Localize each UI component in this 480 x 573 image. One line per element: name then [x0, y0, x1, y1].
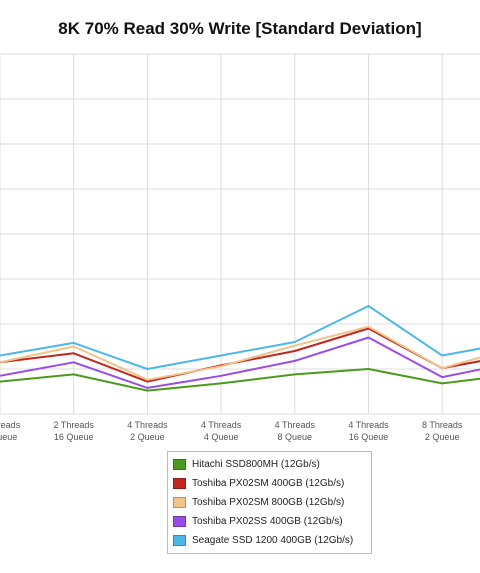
- x-tick-label: 4 Threads: [127, 420, 168, 430]
- legend-label: Toshiba PX02SM 800GB (12Gb/s): [192, 497, 345, 508]
- x-tick-label: 4 Threads: [348, 420, 389, 430]
- x-tick-label: 8 Threads: [422, 420, 463, 430]
- series-line-1: [0, 368, 480, 392]
- legend-swatch: [173, 459, 186, 470]
- legend-item: Seagate SSD 1200 400GB (12Gb/s): [168, 531, 371, 550]
- legend-item: Toshiba PX02SM 400GB (12Gb/s): [168, 474, 371, 493]
- x-tick-label: 2 Threads: [54, 420, 95, 430]
- x-tick-label: 2 Queue: [425, 432, 460, 442]
- legend-item: Hitachi SSD800MH (12Gb/s): [168, 455, 371, 474]
- x-tick-label: 8 Queue: [0, 432, 17, 442]
- series-line-4: [0, 336, 480, 389]
- x-tick-label: 8 Queue: [278, 432, 313, 442]
- legend-label: Seagate SSD 1200 400GB (12Gb/s): [192, 535, 354, 546]
- series-line-2: [0, 327, 480, 383]
- chart-title: 8K 70% Read 30% Write [Standard Deviatio…: [58, 19, 422, 38]
- legend-item: Toshiba PX02SM 800GB (12Gb/s): [168, 493, 371, 512]
- grid-lines: [0, 53, 480, 415]
- legend-label: Toshiba PX02SS 400GB (12Gb/s): [192, 516, 343, 527]
- series-line-3: [0, 325, 480, 381]
- series-line-5: [0, 305, 480, 370]
- x-axis-tick-labels: 2 Threads 8 Queue 2 Threads 16 Queue 4 Threa…: [0, 420, 463, 442]
- x-tick-label: 16 Queue: [54, 432, 94, 442]
- legend: Hitachi SSD800MH (12Gb/s) Toshiba PX02SM …: [167, 451, 372, 554]
- x-tick-label: 16 Queue: [349, 432, 389, 442]
- x-tick-label: 2 Threads: [0, 420, 21, 430]
- legend-label: Hitachi SSD800MH (12Gb/s): [192, 459, 320, 470]
- x-tick-label: 4 Threads: [275, 420, 316, 430]
- legend-item: Toshiba PX02SS 400GB (12Gb/s): [168, 512, 371, 531]
- legend-label: Toshiba PX02SM 400GB (12Gb/s): [192, 478, 345, 489]
- line-chart: 2 Threads 8 Queue 2 Threads 16 Queue 4 Threa…: [0, 53, 480, 442]
- legend-swatch: [173, 535, 186, 546]
- legend-swatch: [173, 497, 186, 508]
- x-tick-label: 2 Queue: [130, 432, 165, 442]
- series-lines: [0, 305, 480, 392]
- legend-swatch: [173, 516, 186, 527]
- x-tick-label: 4 Queue: [204, 432, 239, 442]
- x-tick-label: 4 Threads: [201, 420, 242, 430]
- legend-swatch: [173, 478, 186, 489]
